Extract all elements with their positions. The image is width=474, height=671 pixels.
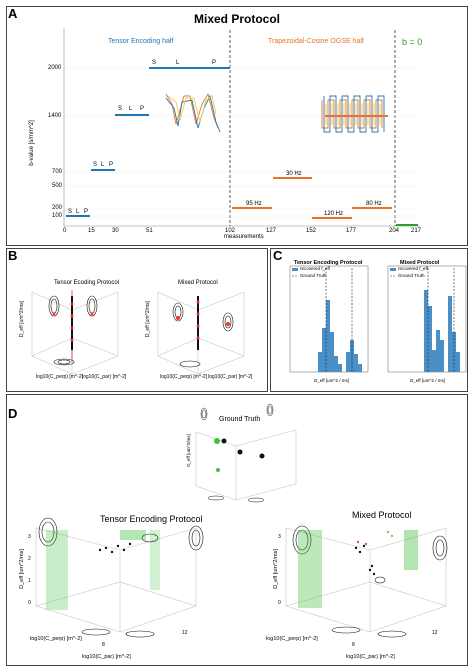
ytick-1400: 1400	[48, 113, 62, 119]
ytick-100: 100	[52, 213, 63, 219]
slp-p-2: P	[109, 162, 114, 168]
slp-l-1: L	[76, 209, 80, 215]
panel-d-left-ztick-2: 2	[28, 556, 31, 562]
xtick-51: 51	[146, 228, 153, 234]
panel-b-left-ylabel: log10(C_par) [m^-2]	[82, 374, 127, 380]
xtick-217: 217	[411, 228, 422, 234]
panel-d-left-zlabel: D_eff [um^2/ms]	[18, 549, 25, 589]
slp-l-3: L	[129, 106, 133, 112]
panel-c-left-xlabel: D_eff [um^2 / ms]	[314, 378, 350, 383]
panel-b-right-title: Mixed Protocol	[178, 280, 218, 286]
panel-d-right-xtick-8: 8	[352, 642, 355, 648]
panel-d	[6, 394, 468, 666]
ogse-half-label: Trapezoidal-Cosine OGSE half	[268, 38, 364, 45]
panel-b-letter: B	[8, 248, 18, 263]
xtick-30: 30	[112, 228, 119, 234]
panel-d-top-zlabel: D_eff [um^2/ms]	[185, 434, 191, 467]
panel-c-left-title: Tensor Encoding Protocol	[294, 260, 363, 266]
panel-c-right-title: Mixed Protocol	[400, 260, 440, 266]
xtick-204: 204	[389, 228, 400, 234]
panel-d-top-title: Ground Truth	[219, 416, 261, 423]
panel-d-letter: D	[8, 406, 18, 421]
xtick-152: 152	[306, 228, 317, 234]
ytick-500: 500	[52, 183, 63, 189]
slp-s-4: S	[152, 60, 157, 66]
panel-a	[6, 6, 468, 246]
tensor-half-label: Tensor Encoding half	[108, 38, 174, 45]
xtick-127: 127	[266, 228, 277, 234]
panel-d-right-title: Mixed Protocol	[352, 510, 412, 520]
panel-d-left-xlabel: log10(C_perp) [m^-2]	[30, 636, 82, 642]
b0-label: b = 0	[402, 37, 423, 47]
panel-d-left-ylabel: log10(C_par) [m^-2]	[82, 654, 131, 660]
xtick-0: 0	[63, 228, 67, 234]
xtick-15: 15	[88, 228, 95, 234]
panel-c-right-legend-recovered: recovered f_eff	[398, 266, 428, 271]
ytick-700: 700	[52, 169, 63, 175]
freq-80: 80 Hz	[366, 201, 382, 207]
panel-d-right-ztick-0: 0	[278, 600, 281, 606]
panel-d-left-ztick-0: 0	[28, 600, 31, 606]
slp-s-3: S	[118, 106, 123, 112]
slp-s-1: S	[68, 209, 73, 215]
panel-c-right-legend-truth: Ground Truth	[398, 273, 425, 278]
slp-s-2: S	[93, 162, 98, 168]
panel-d-left-ztick-3: 3	[28, 534, 31, 540]
freq-95: 95 Hz	[246, 201, 262, 207]
slp-l-2: L	[101, 162, 105, 168]
panel-d-right-ylabel: log10(C_par) [m^-2]	[346, 654, 395, 660]
panel-c-left-legend-truth: Ground Truth	[300, 273, 327, 278]
freq-120: 120 Hz	[324, 211, 344, 217]
panel-c-right-xlabel: D_eff [um^2 / ms]	[410, 378, 446, 383]
panel-d-right-ztick-3: 3	[278, 534, 281, 540]
xtick-177: 177	[346, 228, 357, 234]
panel-d-left-xtick-12: 12	[182, 630, 188, 636]
panel-d-right-xtick-12: 12	[432, 630, 438, 636]
panel-d-left-ztick-1: 1	[28, 578, 31, 584]
xtick-102: 102	[225, 228, 236, 234]
slp-p-3: P	[140, 106, 145, 112]
slp-p-1: P	[84, 209, 89, 215]
panel-c-left-legend-recovered: recovered f_eff	[300, 266, 330, 271]
panel-a-letter: A	[8, 6, 18, 21]
slp-l-4: L	[176, 60, 180, 66]
panel-d-left-title: Tensor Encoding Protocol	[100, 514, 203, 524]
panel-a-title: Mixed Protocol	[193, 12, 280, 26]
panel-b-right-xlabel: log10(C_perp) [m^-2]	[160, 374, 208, 380]
panel-b-right-ylabel: log10(C_par) [m^-2]	[208, 374, 253, 380]
ytick-2000: 2000	[48, 65, 62, 71]
slp-p-4: P	[212, 60, 217, 66]
panel-b-left-title: Tensor Ecoding Protocol	[54, 280, 120, 286]
ytick-200: 200	[52, 205, 63, 211]
freq-30: 30 Hz	[286, 171, 302, 177]
panel-a-xlabel: measurements	[224, 234, 264, 240]
panel-d-right-xlabel: log10(C_perp) [m^-2]	[266, 636, 318, 642]
panel-b-left-xlabel: log10(C_perp) [m^-2]	[36, 374, 84, 380]
panel-c-letter: C	[273, 248, 283, 263]
panel-d-right-zlabel: D_eff [um^2/ms]	[272, 549, 279, 589]
panel-d-left-xtick-8: 8	[102, 642, 105, 648]
panel-b	[6, 248, 268, 392]
panel-c	[270, 248, 468, 392]
